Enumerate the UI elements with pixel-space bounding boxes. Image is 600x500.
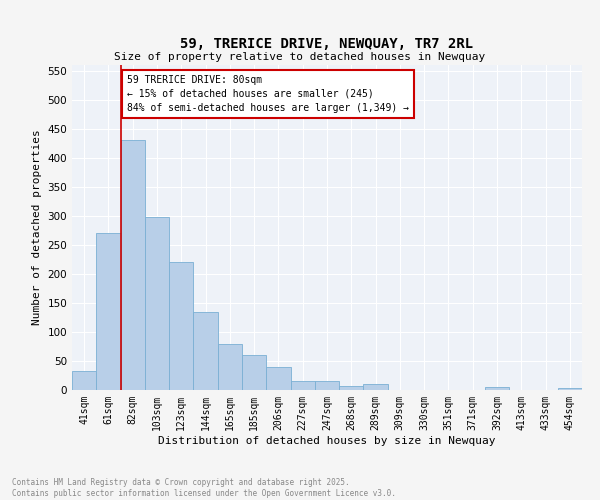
Bar (315, 380, 339, 390)
Text: Contains HM Land Registry data © Crown copyright and database right 2025.
Contai: Contains HM Land Registry data © Crown c… (12, 478, 396, 498)
Bar (266, 367, 290, 390)
Bar (96, 234, 121, 390)
Text: 59 TRERICE DRIVE: 80sqm
← 15% of detached houses are smaller (245)
84% of semi-d: 59 TRERICE DRIVE: 80sqm ← 15% of detache… (127, 75, 409, 113)
Bar (218, 344, 242, 390)
Bar (242, 355, 266, 390)
Bar (145, 217, 169, 390)
Text: Size of property relative to detached houses in Newquay: Size of property relative to detached ho… (115, 52, 485, 62)
Bar (558, 388, 582, 390)
Bar (169, 262, 193, 390)
Bar (290, 382, 315, 390)
Bar (193, 312, 218, 390)
Bar (121, 140, 145, 390)
Bar (485, 387, 509, 390)
X-axis label: Distribution of detached houses by size in Newquay: Distribution of detached houses by size … (158, 436, 496, 446)
Bar (339, 386, 364, 390)
Title: 59, TRERICE DRIVE, NEWQUAY, TR7 2RL: 59, TRERICE DRIVE, NEWQUAY, TR7 2RL (181, 38, 473, 52)
Y-axis label: Number of detached properties: Number of detached properties (32, 130, 42, 326)
Bar (72, 371, 96, 390)
Bar (364, 384, 388, 390)
